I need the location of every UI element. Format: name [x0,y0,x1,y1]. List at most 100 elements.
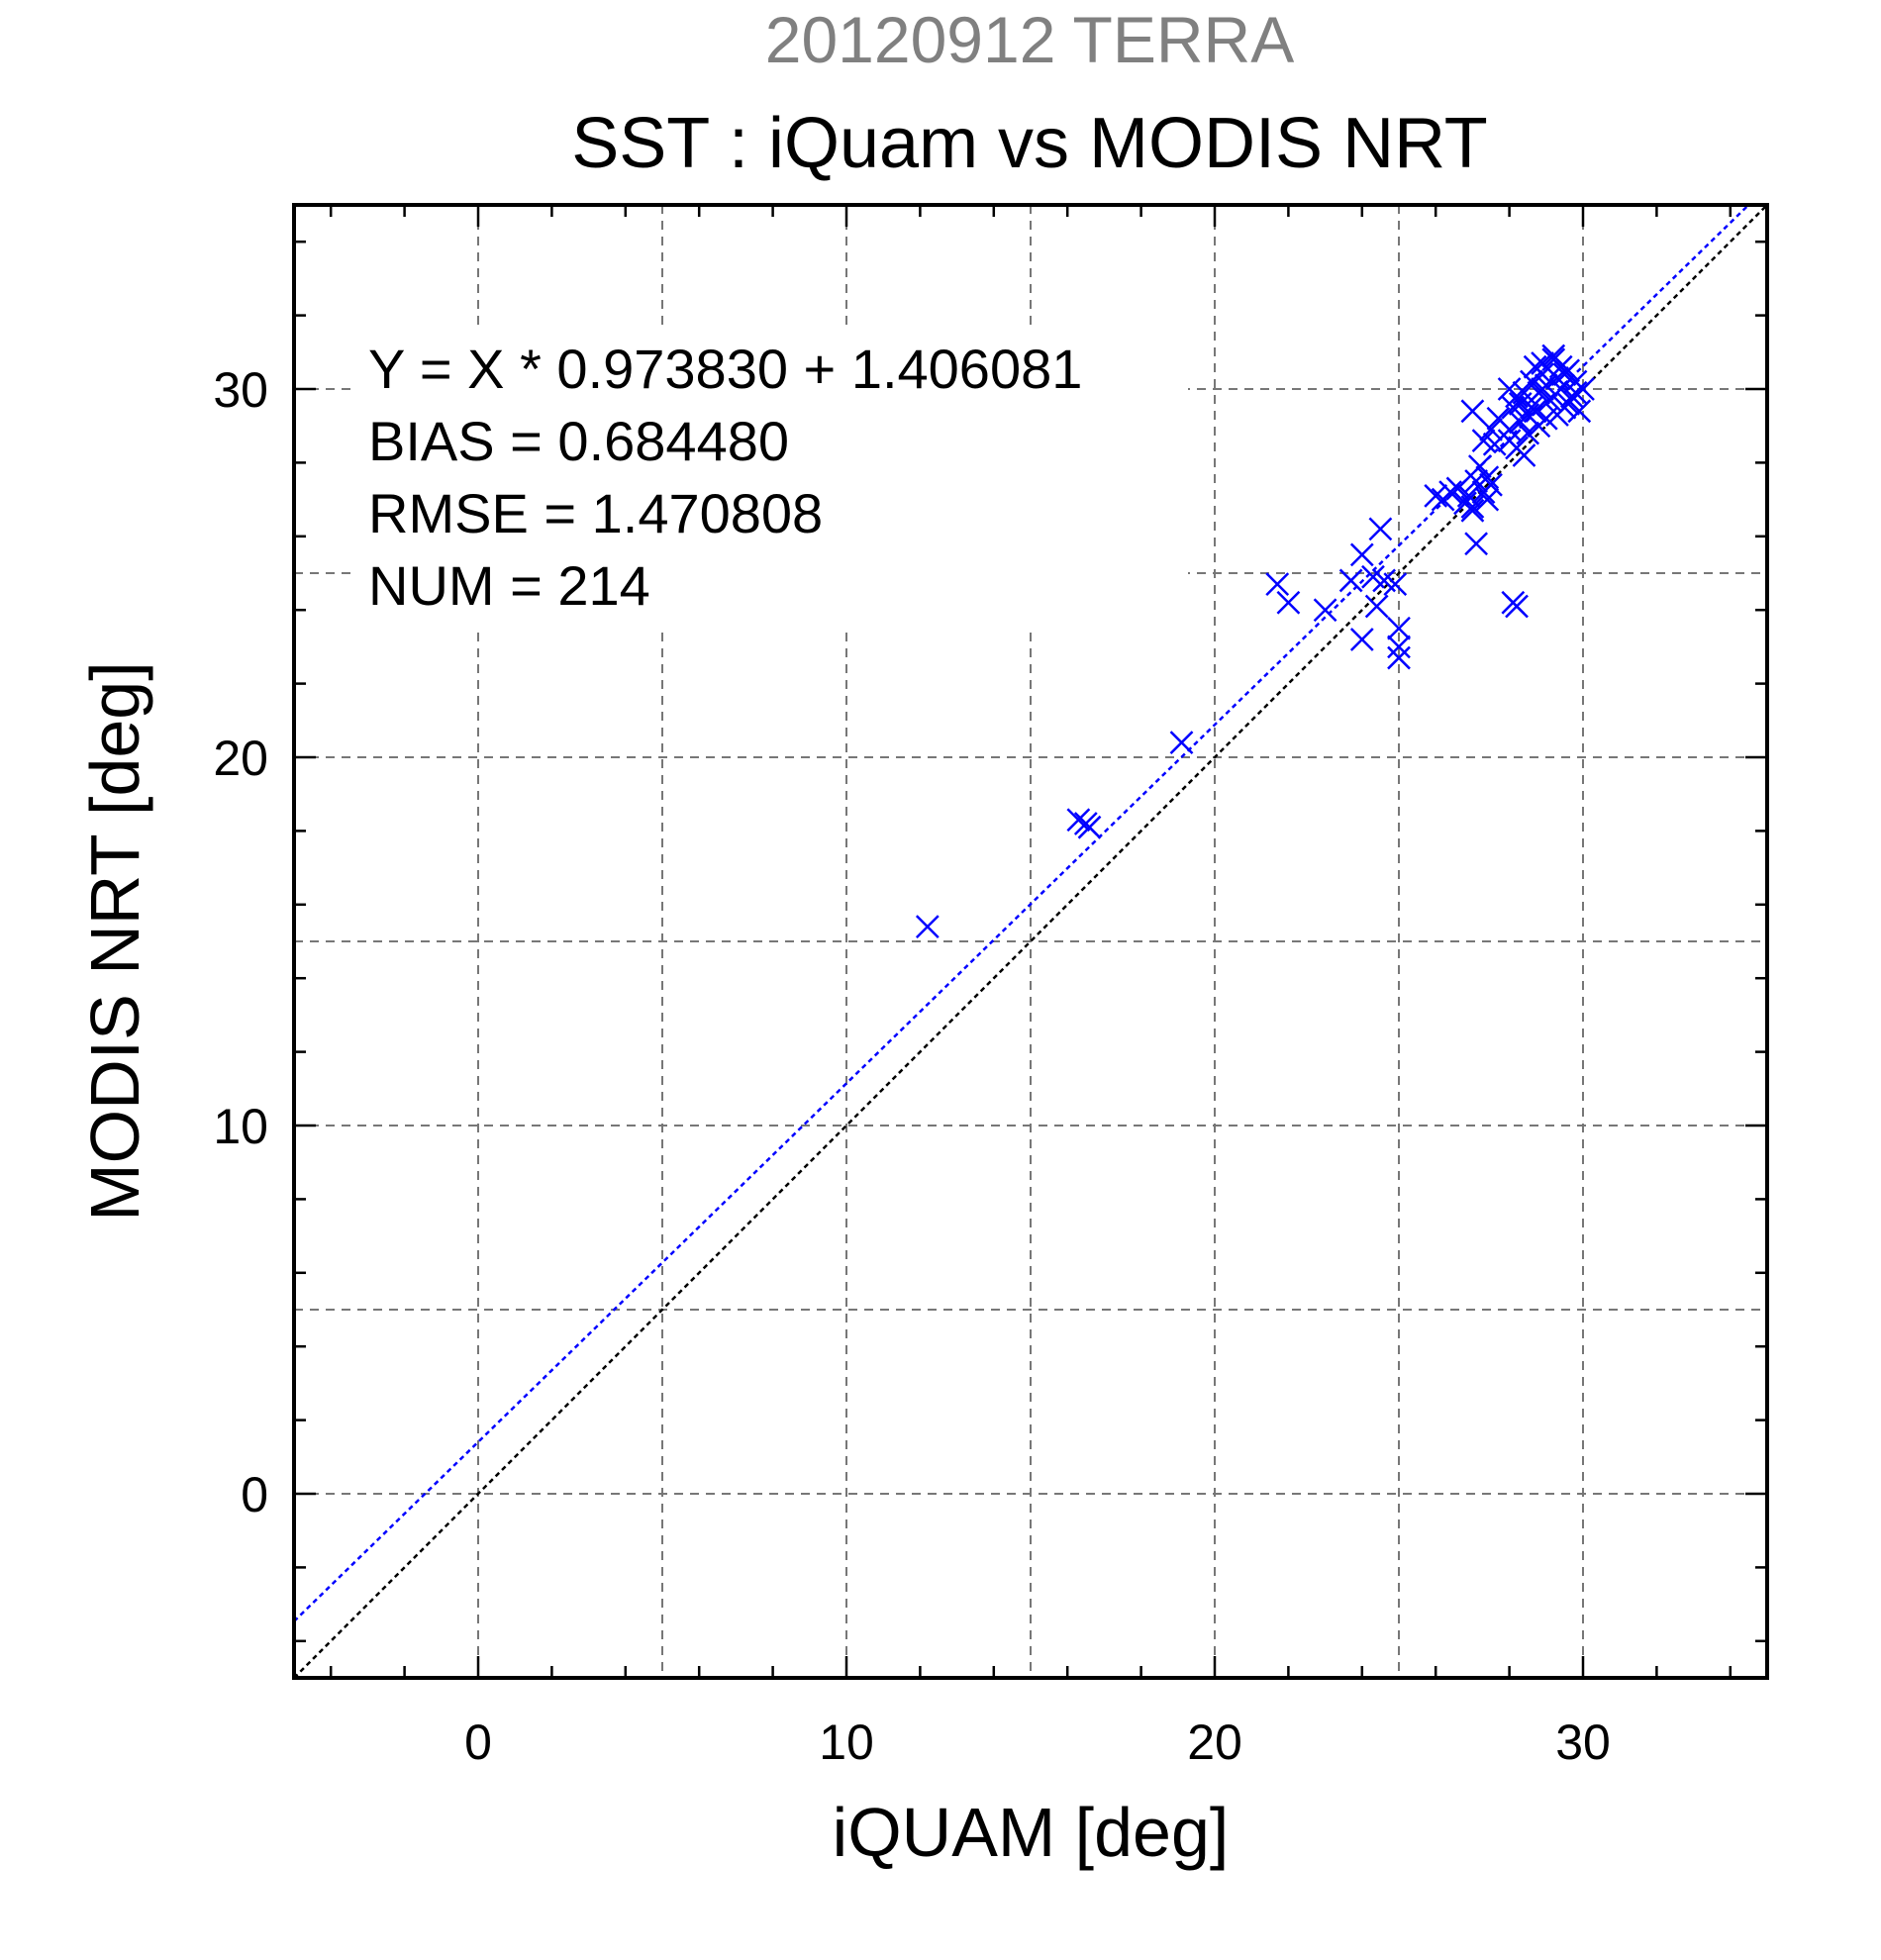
data-point-stroke [1456,483,1481,508]
data-point-stroke [1438,480,1462,505]
data-point [1368,517,1393,541]
data-point [1364,594,1389,619]
data-point [1276,590,1301,615]
data-point [1479,418,1503,441]
data-point-stroke [1460,495,1485,519]
data-point [1349,628,1374,651]
scatter-points [915,343,1595,939]
data-point-stroke [1313,598,1337,623]
plot-frame [292,203,1769,1680]
data-point-stroke [1567,399,1592,424]
axis-ticks [294,205,1767,1678]
data-point-stroke [1512,443,1536,467]
data-point [1460,495,1485,519]
stats-line: Y = X * 0.973830 + 1.406081 [368,338,1082,400]
data-point-stroke [1486,406,1511,431]
data-point-stroke [1471,429,1496,452]
data-point-stroke [1265,572,1290,597]
data-point [1475,465,1500,490]
data-point [1512,380,1536,405]
y-tick-label: 20 [213,731,268,786]
x-tick-label: 10 [819,1715,874,1770]
data-point [1066,808,1091,833]
data-point [1460,498,1485,523]
data-point [1541,343,1566,368]
data-point [1520,369,1543,394]
data-point-stroke [1548,377,1573,401]
y-tick-label: 0 [241,1467,268,1522]
data-point-stroke [1077,815,1102,839]
data-point-stroke [1545,403,1569,427]
data-point-stroke [1349,628,1374,651]
data-point [1338,568,1363,593]
data-point [915,915,940,939]
data-point [1523,399,1547,424]
data-point-stroke [1531,377,1554,401]
data-point [1531,377,1554,401]
data-point-stroke [1523,399,1547,424]
data-point [1552,362,1577,387]
data-point [1387,635,1411,659]
data-point-stroke [1387,635,1411,659]
data-point [1497,418,1522,441]
data-point-stroke [1460,399,1485,424]
data-point [1438,480,1462,505]
data-point-stroke [1475,487,1500,512]
data-point [1516,421,1540,445]
data-point-stroke [1512,380,1536,405]
stats-line: NUM = 214 [368,554,650,617]
data-point-stroke [1479,472,1503,497]
data-point-stroke [1349,542,1374,567]
data-point-stroke [1563,380,1588,405]
data-point-stroke [1338,568,1363,593]
data-point-stroke [1372,568,1397,593]
data-point [1548,377,1573,401]
data-point [1497,429,1522,452]
data-point-stroke [1368,517,1393,541]
data-point-stroke [1475,465,1500,490]
data-point [1531,351,1554,375]
data-point [1313,598,1337,623]
data-point-stroke [1552,362,1577,387]
data-point [1169,731,1194,755]
data-point [1479,472,1503,497]
chart-title: 20120912 TERRA [764,3,1295,76]
data-point [1445,476,1470,501]
data-point-stroke [1548,354,1573,379]
x-tick-label: 30 [1555,1715,1611,1770]
data-point-stroke [1516,421,1540,445]
data-point-stroke [1364,594,1389,619]
tick-labels: 0 10 20 30 0 10 20 30 [213,362,1610,1770]
data-point [1387,645,1411,670]
data-point-stroke [1066,808,1091,833]
data-point [1545,403,1569,427]
data-point-stroke [1520,369,1543,394]
data-point [1548,354,1573,379]
data-point-stroke [1460,498,1485,523]
data-point [1467,454,1492,479]
data-point [1424,483,1448,508]
data-point-stroke [1479,418,1503,441]
data-point-stroke [1424,483,1448,508]
data-point-stroke [1497,429,1522,452]
data-point [1475,487,1500,512]
data-point [1567,399,1592,424]
data-point [1464,532,1489,556]
data-point-stroke [1516,403,1540,427]
stats-line: RMSE = 1.470808 [368,482,823,544]
data-point-stroke [1464,532,1489,556]
chart-subtitle: SST : iQuam vs MODIS NRT [571,104,1488,183]
data-point-stroke [1387,645,1411,670]
y-tick-label: 10 [213,1099,268,1154]
data-point-stroke [1541,343,1566,368]
data-point [1563,380,1588,405]
data-point-stroke [1387,616,1411,640]
data-point-stroke [1383,572,1408,597]
data-point [1505,594,1529,619]
stats-box: Y = X * 0.973830 + 1.406081 BIAS = 0.6844… [368,338,1082,617]
data-point-stroke [1467,454,1492,479]
data-point [1383,572,1408,597]
data-point [1265,572,1290,597]
data-point [1387,616,1411,640]
